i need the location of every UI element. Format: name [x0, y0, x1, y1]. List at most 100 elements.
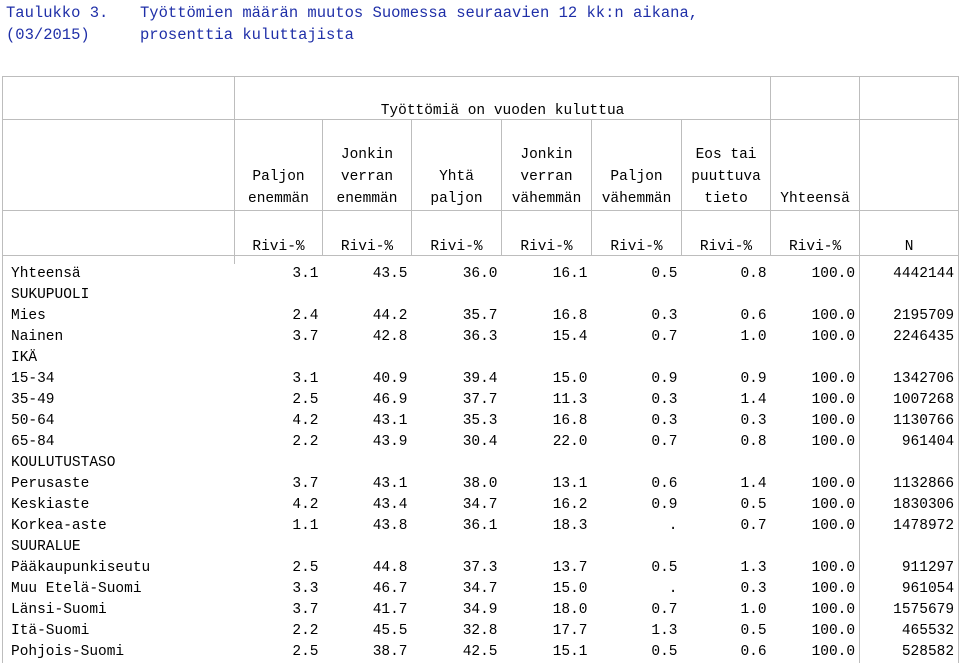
value-cell: 16.8 [552, 308, 588, 324]
column-header: Jonkin verran vähemmän [501, 119, 592, 211]
value-cell: 1.4 [740, 476, 767, 492]
value-cell: 100.0 [770, 327, 861, 348]
table-row: Korkea-aste 1.1 43.8 36.1 18.3. 0.7 100.0 14789… [2, 516, 960, 537]
value-cell: 18.0 [552, 602, 588, 618]
column-header-line: tieto [704, 191, 748, 207]
table-body: Yhteensä 3.1 43.5 36.0 16.1 0.5 0.8 100.0 444214… [2, 255, 960, 663]
value-cell: 100.0 [770, 264, 861, 285]
value-cell: 4442144 [859, 264, 960, 285]
column-header: Paljon enemmän [234, 119, 323, 211]
column-header: Yhteensä [770, 119, 861, 211]
value-cell: 13.7 [552, 560, 588, 576]
value-cell [592, 285, 682, 306]
value-cell: 1478972 [859, 516, 960, 537]
row-label: Yhteensä [2, 264, 235, 285]
value-cell: 0.3 [740, 413, 767, 429]
unit-header: Rivi-% [322, 210, 412, 256]
value-cell: 36.3 [462, 329, 498, 345]
value-cell: 0.5 [651, 644, 678, 660]
value-cell [682, 537, 771, 558]
value-cell: 13.1 [552, 476, 588, 492]
section-row: SUURALUE [2, 537, 960, 558]
value-cell: 15.1 [552, 644, 588, 660]
value-cell: 3.7 [292, 329, 319, 345]
row-label: Nainen [2, 327, 235, 348]
value-cell: 39.4 [462, 371, 498, 387]
value-cell: 2.2 [292, 623, 319, 639]
column-header-line: Jonkin [340, 147, 394, 163]
row-label: Mies [2, 306, 235, 327]
value-cell: 17.7 [552, 623, 588, 639]
value-cell: 100.0 [770, 474, 861, 495]
value-cell: 3.1 [292, 266, 319, 282]
value-cell: 3.1 [292, 371, 319, 387]
value-cell: 1.0 [740, 329, 767, 345]
value-cell: 0.7 [651, 434, 678, 450]
value-cell [770, 537, 861, 558]
table-title-line-1: Työttömien määrän muutos Suomessa seuraa… [140, 4, 699, 22]
value-cell: 45.5 [372, 623, 408, 639]
value-cell: 100.0 [770, 369, 861, 390]
value-cell [859, 285, 960, 306]
row-label: 50-64 [2, 411, 235, 432]
value-cell: 43.8 [372, 518, 408, 534]
section-row: IKÄ [2, 348, 960, 369]
value-cell: 0.7 [740, 518, 767, 534]
value-cell: . [668, 518, 678, 534]
value-cell: 42.5 [462, 644, 498, 660]
row-label: Pohjois-Suomi [2, 642, 235, 663]
value-cell [323, 537, 412, 558]
value-cell [770, 453, 861, 474]
value-cell: 1.3 [651, 623, 678, 639]
table-number: Taulukko 3. [6, 4, 109, 22]
value-cell: 1.0 [740, 602, 767, 618]
stub-header [2, 76, 235, 120]
value-cell: 0.9 [740, 371, 767, 387]
value-cell: 46.7 [372, 581, 408, 597]
table-row: Muu Etelä-Suomi 3.3 46.7 34.7 15.0. 0.3 100.0 9… [2, 579, 960, 600]
row-label: 35-49 [2, 390, 235, 411]
section-label: SUKUPUOLI [2, 285, 235, 306]
value-cell [412, 285, 502, 306]
value-cell: . [668, 581, 678, 597]
value-cell: 0.8 [740, 434, 767, 450]
table-period: (03/2015) [6, 26, 90, 44]
column-header-line: paljon [430, 191, 483, 207]
value-cell: 2195709 [859, 306, 960, 327]
value-cell: 3.3 [292, 581, 319, 597]
value-cell: 38.7 [372, 644, 408, 660]
table-row: Itä-Suomi 2.2 45.5 32.8 17.7 1.3 0.5 100.0 46553… [2, 621, 960, 642]
value-cell: 4.2 [292, 413, 319, 429]
value-cell: 22.0 [552, 434, 588, 450]
value-cell: 15.0 [552, 581, 588, 597]
value-cell: 16.2 [552, 497, 588, 513]
column-header-line: enemmän [248, 191, 309, 207]
statistics-table: Työttömiä on vuoden kuluttua Paljon enemm… [2, 76, 960, 663]
value-cell: 100.0 [770, 411, 861, 432]
value-cell: 11.3 [552, 392, 588, 408]
value-cell: 42.8 [372, 329, 408, 345]
column-header: Paljon vähemmän [591, 119, 682, 211]
table-row: Länsi-Suomi 3.7 41.7 34.9 18.0 0.7 1.0 100.0 157… [2, 600, 960, 621]
unit-header: Rivi-% [680, 210, 772, 256]
value-cell: 1.1 [292, 518, 319, 534]
column-header-line [775, 166, 855, 188]
value-cell [235, 453, 323, 474]
value-cell: 0.3 [651, 413, 678, 429]
column-header: Yhtä paljon [411, 119, 502, 211]
value-cell: 18.3 [552, 518, 588, 534]
column-header-line: vähemmän [601, 191, 672, 207]
value-cell: 961054 [859, 579, 960, 600]
value-cell: 2.5 [292, 560, 319, 576]
value-cell: 15.4 [552, 329, 588, 345]
value-cell: 0.3 [651, 392, 678, 408]
column-header-line [775, 144, 855, 166]
section-row: KOULUTUSTASO [2, 453, 960, 474]
value-cell: 36.0 [462, 266, 498, 282]
table-row: Pääkaupunkiseutu 2.5 44.8 37.3 13.7 0.5 1.3 100… [2, 558, 960, 579]
value-cell: 100.0 [770, 600, 861, 621]
value-cell [592, 348, 682, 369]
value-cell: 46.9 [372, 392, 408, 408]
value-cell: 911297 [859, 558, 960, 579]
value-cell: 38.0 [462, 476, 498, 492]
